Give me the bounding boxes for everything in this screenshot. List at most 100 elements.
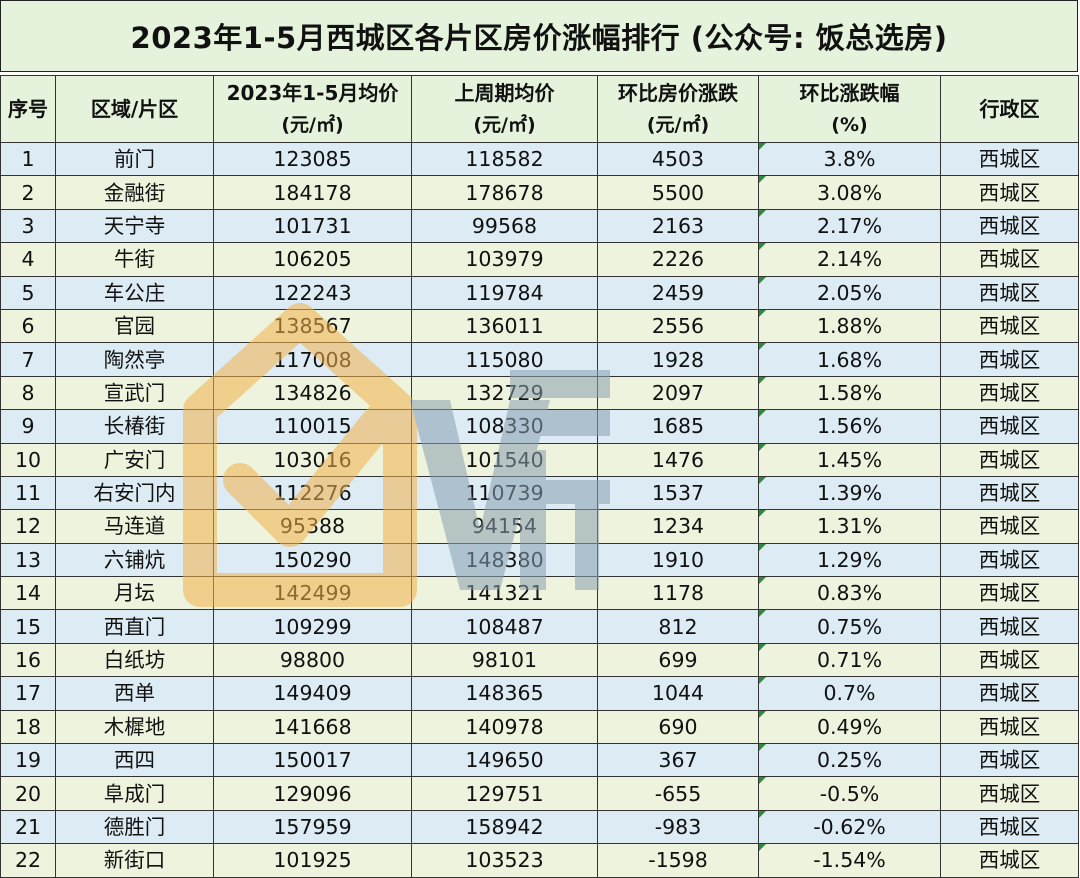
cell-index[interactable]: 5 [0, 275, 56, 310]
cell-change[interactable]: 1476 [597, 442, 759, 477]
cell-district[interactable]: 西城区 [940, 809, 1079, 845]
cell-change-pct[interactable]: 3.08% [758, 175, 941, 210]
cell-prev-price[interactable]: 129751 [411, 776, 598, 811]
cell-prev-price[interactable]: 98101 [411, 642, 598, 678]
cell-avg-price[interactable]: 122243 [213, 275, 412, 310]
cell-change-pct[interactable]: 1.29% [758, 542, 941, 578]
cell-change-pct[interactable]: 1.31% [758, 509, 941, 544]
cell-change[interactable]: -1598 [597, 843, 759, 878]
cell-change-pct[interactable]: 0.49% [758, 709, 941, 745]
cell-district[interactable]: 西城区 [940, 242, 1079, 277]
cell-area[interactable]: 德胜门 [55, 809, 214, 845]
cell-change[interactable]: 1910 [597, 542, 759, 578]
cell-prev-price[interactable]: 132729 [411, 375, 598, 411]
cell-prev-price[interactable]: 99568 [411, 208, 598, 244]
cell-avg-price[interactable]: 129096 [213, 776, 412, 811]
cell-district[interactable]: 西城区 [940, 576, 1079, 611]
cell-prev-price[interactable]: 149650 [411, 743, 598, 778]
cell-change[interactable]: 1685 [597, 409, 759, 444]
cell-change[interactable]: 812 [597, 609, 759, 644]
cell-prev-price[interactable]: 103523 [411, 843, 598, 878]
cell-index[interactable]: 21 [0, 809, 56, 845]
cell-area[interactable]: 前门 [55, 141, 214, 177]
cell-district[interactable]: 西城区 [940, 743, 1079, 778]
cell-avg-price[interactable]: 117008 [213, 342, 412, 377]
cell-change-pct[interactable]: 0.83% [758, 576, 941, 611]
cell-district[interactable]: 西城区 [940, 141, 1079, 177]
cell-change-pct[interactable]: 2.14% [758, 242, 941, 277]
cell-avg-price[interactable]: 142499 [213, 576, 412, 611]
cell-district[interactable]: 西城区 [940, 642, 1079, 678]
cell-district[interactable]: 西城区 [940, 342, 1079, 377]
cell-change[interactable]: 2226 [597, 242, 759, 277]
cell-avg-price[interactable]: 150017 [213, 743, 412, 778]
cell-district[interactable]: 西城区 [940, 843, 1079, 878]
cell-change-pct[interactable]: -0.5% [758, 776, 941, 811]
cell-area[interactable]: 西直门 [55, 609, 214, 644]
cell-prev-price[interactable]: 115080 [411, 342, 598, 377]
cell-area[interactable]: 官园 [55, 308, 214, 344]
cell-index[interactable]: 16 [0, 642, 56, 678]
cell-avg-price[interactable]: 106205 [213, 242, 412, 277]
cell-avg-price[interactable]: 149409 [213, 676, 412, 711]
cell-change-pct[interactable]: 0.25% [758, 743, 941, 778]
cell-change-pct[interactable]: 0.75% [758, 609, 941, 644]
cell-index[interactable]: 6 [0, 308, 56, 344]
cell-area[interactable]: 月坛 [55, 576, 214, 611]
cell-area[interactable]: 西单 [55, 676, 214, 711]
cell-district[interactable]: 西城区 [940, 175, 1079, 210]
cell-prev-price[interactable]: 178678 [411, 175, 598, 210]
cell-index[interactable]: 22 [0, 843, 56, 878]
cell-district[interactable]: 西城区 [940, 475, 1079, 511]
cell-change-pct[interactable]: 1.45% [758, 442, 941, 477]
cell-change-pct[interactable]: 3.8% [758, 141, 941, 177]
cell-change[interactable]: 1178 [597, 576, 759, 611]
cell-area[interactable]: 长椿街 [55, 409, 214, 444]
cell-area[interactable]: 右安门内 [55, 475, 214, 511]
cell-index[interactable]: 9 [0, 409, 56, 444]
cell-district[interactable]: 西城区 [940, 676, 1079, 711]
cell-area[interactable]: 宣武门 [55, 375, 214, 411]
cell-area[interactable]: 金融街 [55, 175, 214, 210]
cell-index[interactable]: 7 [0, 342, 56, 377]
cell-prev-price[interactable]: 140978 [411, 709, 598, 745]
cell-prev-price[interactable]: 148380 [411, 542, 598, 578]
cell-district[interactable]: 西城区 [940, 409, 1079, 444]
cell-change[interactable]: 2097 [597, 375, 759, 411]
cell-change[interactable]: 2459 [597, 275, 759, 310]
cell-prev-price[interactable]: 158942 [411, 809, 598, 845]
cell-avg-price[interactable]: 141668 [213, 709, 412, 745]
cell-avg-price[interactable]: 123085 [213, 141, 412, 177]
cell-avg-price[interactable]: 157959 [213, 809, 412, 845]
cell-district[interactable]: 西城区 [940, 375, 1079, 411]
cell-change[interactable]: 1234 [597, 509, 759, 544]
cell-index[interactable]: 8 [0, 375, 56, 411]
cell-index[interactable]: 11 [0, 475, 56, 511]
cell-area[interactable]: 天宁寺 [55, 208, 214, 244]
cell-index[interactable]: 20 [0, 776, 56, 811]
cell-area[interactable]: 木樨地 [55, 709, 214, 745]
cell-change[interactable]: 1044 [597, 676, 759, 711]
cell-index[interactable]: 17 [0, 676, 56, 711]
cell-prev-price[interactable]: 108330 [411, 409, 598, 444]
cell-index[interactable]: 1 [0, 141, 56, 177]
cell-area[interactable]: 新街口 [55, 843, 214, 878]
cell-area[interactable]: 广安门 [55, 442, 214, 477]
cell-change[interactable]: 2163 [597, 208, 759, 244]
cell-prev-price[interactable]: 136011 [411, 308, 598, 344]
cell-prev-price[interactable]: 108487 [411, 609, 598, 644]
cell-district[interactable]: 西城区 [940, 542, 1079, 578]
cell-district[interactable]: 西城区 [940, 776, 1079, 811]
cell-district[interactable]: 西城区 [940, 308, 1079, 344]
cell-avg-price[interactable]: 112276 [213, 475, 412, 511]
cell-area[interactable]: 六铺炕 [55, 542, 214, 578]
cell-change[interactable]: 699 [597, 642, 759, 678]
cell-avg-price[interactable]: 101731 [213, 208, 412, 244]
cell-index[interactable]: 18 [0, 709, 56, 745]
cell-change[interactable]: -983 [597, 809, 759, 845]
cell-prev-price[interactable]: 103979 [411, 242, 598, 277]
cell-area[interactable]: 西四 [55, 743, 214, 778]
cell-avg-price[interactable]: 103016 [213, 442, 412, 477]
cell-avg-price[interactable]: 95388 [213, 509, 412, 544]
cell-change-pct[interactable]: 1.68% [758, 342, 941, 377]
